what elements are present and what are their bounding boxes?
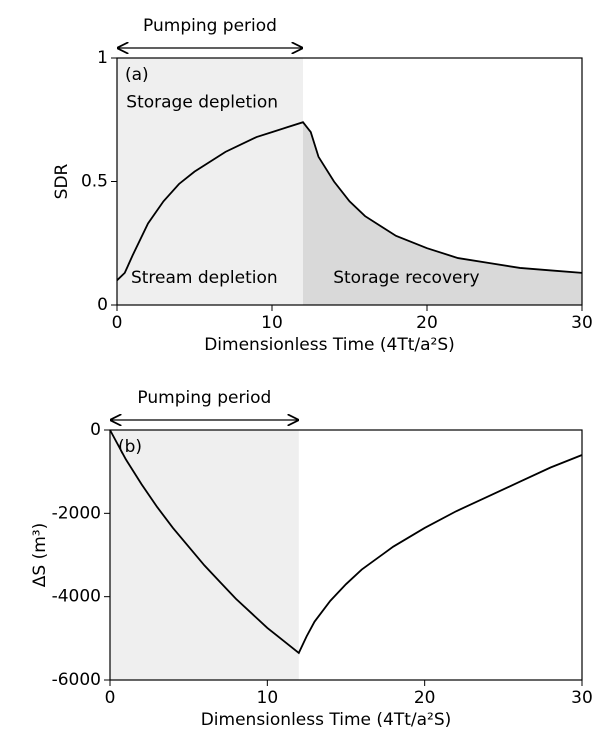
- x-tick-label: 20: [416, 313, 438, 333]
- x-axis-label: Dimensionless Time (4Tt/a²S): [204, 335, 455, 355]
- recovery-area: [303, 122, 582, 305]
- data-line: [116, 121, 583, 281]
- pumping-shade: [117, 58, 303, 305]
- x-axis-label: Dimensionless Time (4Tt/a²S): [201, 710, 452, 730]
- y-tick-label: -6000: [52, 670, 101, 690]
- y-axis-label: SDR: [52, 163, 72, 199]
- x-tick-label: 10: [257, 688, 279, 708]
- y-tick-label: 0: [97, 295, 108, 315]
- data-line: [109, 429, 583, 655]
- x-tick-label: 30: [571, 313, 593, 333]
- panel-label: (a): [125, 65, 149, 85]
- x-tick-label: 10: [261, 313, 283, 333]
- y-tick-label: 1: [97, 48, 108, 68]
- x-tick-label: 20: [414, 688, 436, 708]
- panel-label: (b): [118, 437, 142, 457]
- annotation: Storage recovery: [333, 268, 479, 288]
- annotation: Storage depletion: [126, 92, 278, 112]
- x-tick-label: 0: [112, 313, 123, 333]
- plot-frame: [109, 429, 583, 681]
- y-tick-label: -4000: [52, 587, 101, 607]
- y-tick-label: 0: [90, 420, 101, 440]
- x-tick-label: 0: [105, 688, 116, 708]
- x-tick-label: 30: [571, 688, 593, 708]
- y-tick-label: -2000: [52, 503, 101, 523]
- pumping-shade: [110, 430, 299, 680]
- y-tick-label: 0.5: [81, 172, 108, 192]
- pumping-label: Pumping period: [137, 388, 271, 408]
- pumping-label: Pumping period: [143, 16, 277, 36]
- annotation: Stream depletion: [131, 268, 278, 288]
- y-axis-label: ΔS (m³): [30, 523, 50, 587]
